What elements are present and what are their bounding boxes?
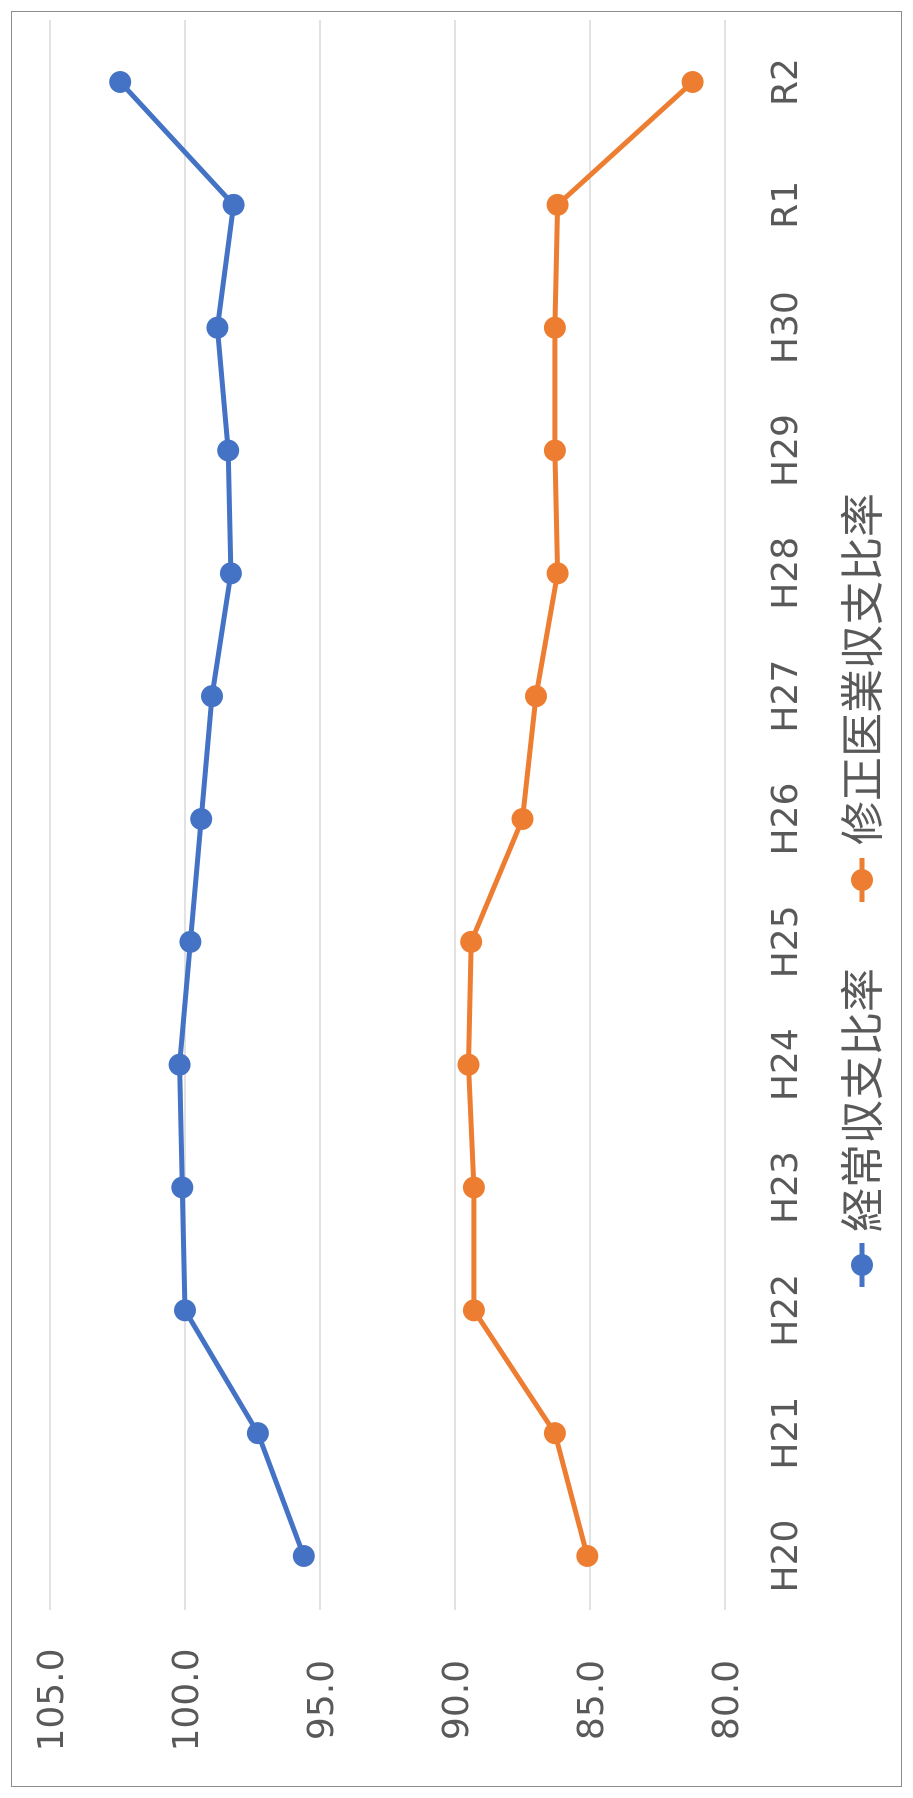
value-tick-label: 85.0 — [571, 1660, 612, 1740]
category-tick-label: H28 — [765, 537, 806, 610]
data-point — [543, 439, 566, 462]
data-point — [546, 193, 569, 216]
category-tick-label: H27 — [765, 660, 806, 733]
category-axis-tick-labels: H20 H21 H22 H23 H24 H25 H26 H27 H28 H29 H30 R1 R2 — [765, 58, 806, 1592]
gridlines — [49, 20, 726, 1610]
value-axis-tick-labels: 105.0 100.0 95.0 90.0 85.0 80.0 — [31, 1648, 747, 1751]
series-points — [109, 71, 704, 1567]
legend-marker-1 — [851, 1254, 873, 1276]
data-point — [217, 439, 240, 462]
data-point — [525, 685, 547, 708]
legend-label-2: 修正医業収支比率 — [838, 493, 889, 845]
data-point — [546, 562, 569, 585]
category-tick-label: H21 — [765, 1397, 806, 1470]
legend: 経常収支比率 修正医業収支比率 — [838, 493, 889, 1287]
category-tick-label: H23 — [765, 1151, 806, 1224]
value-tick-label: 90.0 — [436, 1660, 477, 1740]
data-point — [168, 1053, 191, 1076]
legend-label-1: 経常収支比率 — [838, 968, 889, 1232]
data-point — [179, 930, 202, 953]
category-tick-label: H29 — [765, 414, 806, 487]
data-point — [457, 1053, 480, 1076]
category-tick-label: H22 — [765, 1274, 806, 1347]
category-tick-label: R2 — [765, 58, 806, 106]
data-point — [219, 562, 242, 585]
data-point — [190, 808, 213, 830]
category-tick-label: H24 — [765, 1028, 806, 1101]
data-point — [109, 71, 132, 93]
value-tick-label: 105.0 — [31, 1648, 72, 1751]
data-point — [511, 808, 534, 830]
data-point — [171, 1176, 194, 1199]
value-tick-label: 100.0 — [166, 1648, 207, 1751]
value-tick-label: 80.0 — [706, 1660, 747, 1740]
data-point — [543, 1422, 566, 1445]
data-point — [462, 1299, 485, 1322]
data-point — [543, 316, 566, 339]
category-tick-label: H20 — [765, 1520, 806, 1593]
category-tick-label: H30 — [765, 291, 806, 364]
data-point — [462, 1176, 485, 1199]
category-tick-label: R1 — [765, 181, 806, 229]
category-tick-label: H25 — [765, 905, 806, 978]
data-point — [246, 1422, 269, 1445]
data-point — [292, 1545, 315, 1567]
data-point — [576, 1545, 599, 1567]
data-point — [460, 930, 483, 953]
chart-frame — [11, 11, 902, 1787]
legend-marker-2 — [851, 869, 873, 891]
data-point — [201, 685, 223, 708]
series-line-2 — [466, 79, 696, 1559]
data-point — [681, 71, 704, 93]
data-point — [222, 193, 245, 216]
value-tick-label: 95.0 — [301, 1660, 342, 1740]
category-tick-label: H26 — [765, 783, 806, 856]
data-point — [206, 316, 229, 339]
data-point — [174, 1299, 196, 1322]
